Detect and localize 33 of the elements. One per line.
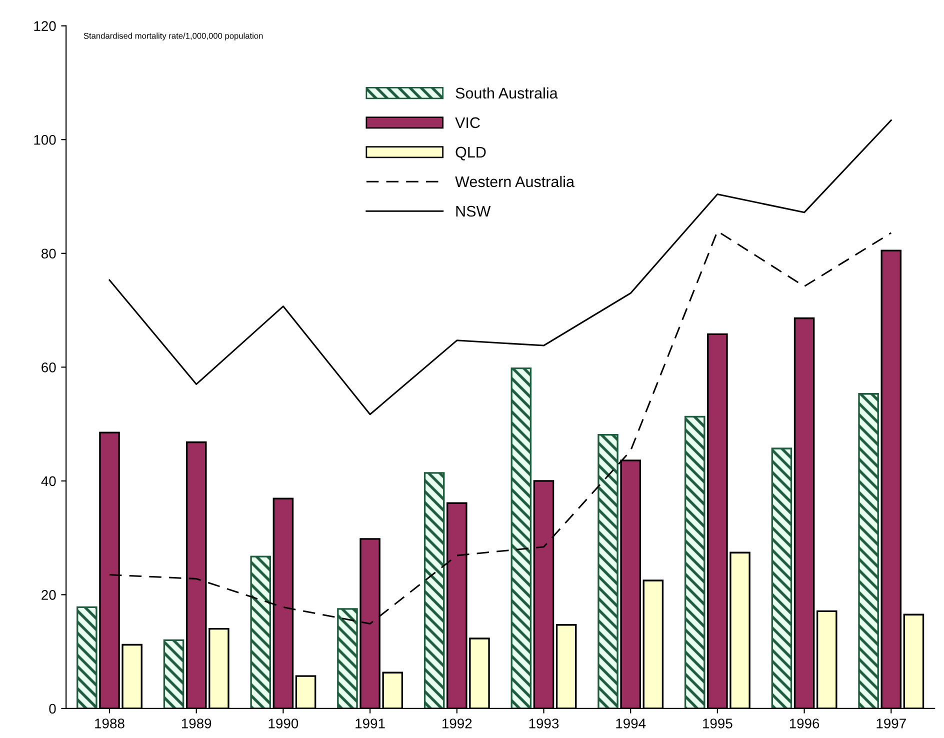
x-tick-label: 1992 <box>442 718 472 728</box>
x-tick-label: 1990 <box>268 718 298 728</box>
x-tick-label: 1995 <box>703 718 732 728</box>
y-tick-label: 20 <box>42 590 56 600</box>
bar <box>771 448 792 708</box>
bar <box>76 606 98 708</box>
y-tick-label: 60 <box>42 362 56 372</box>
y-tick-label: 80 <box>42 248 56 259</box>
x-tick-label: 1996 <box>790 718 820 728</box>
x-tick-label: 1994 <box>616 718 646 728</box>
y-tick-label: 120 <box>34 21 56 31</box>
x-tick-label: 1991 <box>356 718 385 728</box>
bar <box>858 393 879 708</box>
x-tick-label: 1989 <box>182 718 212 728</box>
bar <box>424 472 445 708</box>
legend-label: Western Australia <box>455 176 574 188</box>
y-tick-label: 0 <box>49 704 56 714</box>
legend-label: South Australia <box>456 87 558 99</box>
bar <box>163 639 184 708</box>
bar <box>337 608 358 708</box>
bar <box>598 434 618 708</box>
annotation: Standardised mortality rate/1,000,000 population <box>84 32 263 40</box>
x-tick-label: 1988 <box>95 718 124 728</box>
bar <box>510 367 532 708</box>
bar <box>684 416 706 708</box>
bar <box>250 556 272 708</box>
legend-label: VIC <box>455 117 480 128</box>
y-tick-label: 100 <box>34 134 56 145</box>
legend-label: QLD <box>456 146 486 160</box>
legend-label: NSW <box>456 206 491 217</box>
x-tick-label: 1993 <box>529 718 559 728</box>
y-tick-label: 40 <box>41 476 56 486</box>
x-tick-label: 1997 <box>876 718 906 728</box>
